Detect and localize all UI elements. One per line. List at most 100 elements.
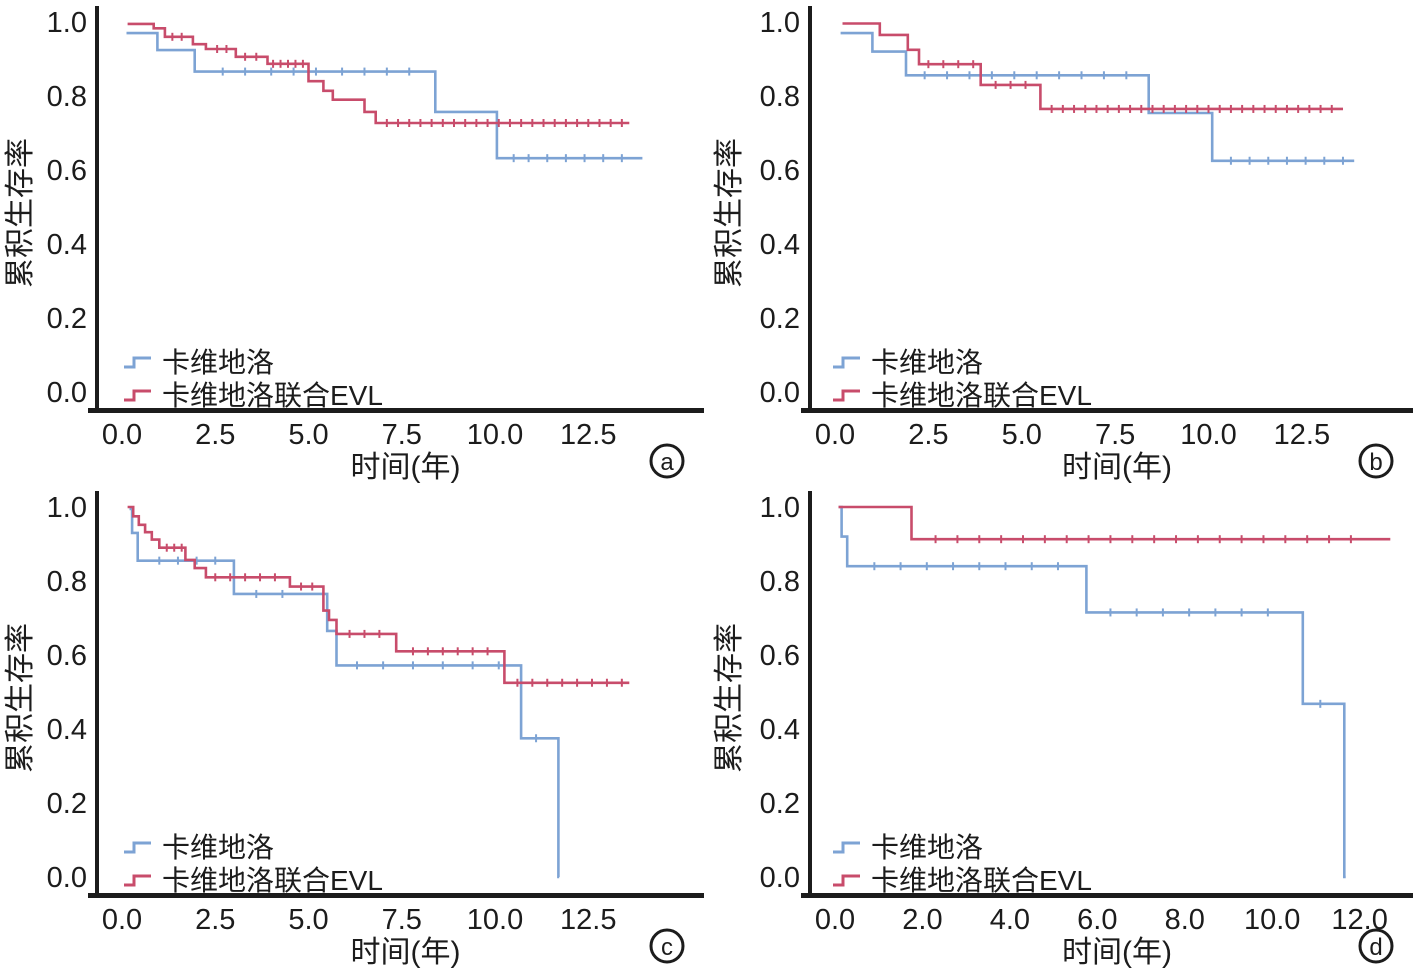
panel-label-badge: b (1358, 443, 1394, 479)
y-axis-line (95, 491, 99, 898)
y-tick-label: 0.6 (47, 640, 87, 672)
panel-svg-c: 1.0 0.8 0.6 0.4 0.2 0.0 0.0 2.5 5.0 7.5 10.0 12.5 累积… (4, 491, 704, 969)
legend-step-swatch (124, 841, 151, 854)
x-tick-label: 8.0 (1165, 904, 1205, 936)
legend-step-swatch (833, 841, 860, 854)
legend-label: 卡维地洛 (162, 832, 274, 863)
legend-label: 卡维地洛联合EVL (871, 865, 1092, 896)
legend-label: 卡维地洛联合EVL (162, 865, 383, 896)
panel-label-circle (649, 443, 685, 479)
panel-d: 1.0 0.8 0.6 0.4 0.2 0.0 0.0 2.0 4.0 6.0 8.0 10.0 12.… (709, 485, 1418, 970)
y-tick-label: 0.8 (760, 566, 800, 598)
x-axis-title: 时间(年) (351, 936, 461, 969)
curve-carvedilol-evl (838, 505, 1391, 541)
panel-label-badge: a (649, 443, 685, 479)
y-axis-line (808, 6, 812, 413)
censor-marks-carvedilol-evl (171, 32, 623, 128)
legend-step-swatch (833, 874, 860, 887)
panel-label-circle (649, 928, 685, 964)
legend-label: 卡维地洛 (162, 347, 274, 378)
legend-step-swatch (124, 389, 151, 402)
panel-label-circle (1358, 928, 1394, 964)
y-axis-line (95, 6, 99, 413)
panel-b: 1.0 0.8 0.6 0.4 0.2 0.0 0.0 2.5 5.0 7.5 10.0 12.5 累积… (709, 0, 1418, 485)
panel-label-letter: a (660, 449, 674, 476)
x-tick-label: 4.0 (990, 904, 1030, 936)
panel-label-letter: c (661, 934, 673, 961)
legend-step-swatch (124, 874, 151, 887)
x-tick-label: 0.0 (102, 904, 142, 936)
legend-label: 卡维地洛联合EVL (162, 380, 383, 411)
y-tick-label: 0.0 (760, 862, 800, 894)
panel-svg-b: 1.0 0.8 0.6 0.4 0.2 0.0 0.0 2.5 5.0 7.5 10.0 12.5 累积… (713, 6, 1413, 484)
y-tick-label: 0.0 (47, 862, 87, 894)
x-tick-label: 10.0 (1244, 904, 1300, 936)
y-axis-title: 累积生存率 (4, 623, 37, 773)
x-tick-label: 7.5 (1095, 419, 1135, 451)
y-tick-label: 0.4 (47, 229, 87, 261)
legend-step-swatch (833, 389, 860, 402)
y-tick-label: 0.2 (760, 303, 800, 335)
curve-carvedilol (126, 31, 643, 160)
censor-marks-carvedilol-evl (934, 535, 1352, 544)
panel-a: 1.0 0.8 0.6 0.4 0.2 0.0 0.0 2.5 5.0 7.5 10.0 12.5 累积… (0, 0, 709, 485)
censor-marks-carvedilol (873, 562, 1322, 708)
panel-label-letter: b (1369, 449, 1382, 476)
x-axis-title: 时间(年) (351, 451, 461, 484)
x-tick-label: 10.0 (1180, 419, 1236, 451)
x-tick-label: 12.5 (560, 419, 616, 451)
legend-label: 卡维地洛 (871, 832, 983, 863)
y-tick-label: 0.0 (760, 377, 800, 409)
x-tick-label: 12.5 (1274, 419, 1330, 451)
y-tick-label: 0.4 (760, 229, 800, 261)
x-axis-line (88, 893, 704, 898)
x-axis-line (801, 408, 1413, 413)
y-axis-title: 累积生存率 (713, 623, 746, 773)
x-tick-label: 10.0 (467, 419, 523, 451)
curve-carvedilol (129, 507, 560, 879)
curve-carvedilol (838, 505, 1346, 879)
y-tick-label: 1.0 (760, 492, 800, 524)
y-tick-label: 0.6 (47, 155, 87, 187)
curve-carvedilol (840, 31, 1355, 163)
censor-marks-carvedilol (158, 556, 538, 743)
x-tick-label: 0.0 (815, 419, 855, 451)
panel-svg-d: 1.00.80.60.40.20.00.0 2.0 4.0 6.0 8.0 10.0 12.… (713, 491, 1413, 969)
legend-step-swatch (124, 356, 151, 369)
y-tick-label: 0.2 (760, 788, 800, 820)
panel-svg-a: 1.0 0.8 0.6 0.4 0.2 0.0 0.0 2.5 5.0 7.5 10.0 12.5 累积… (4, 6, 704, 484)
panel-label-badge: d (1358, 928, 1394, 964)
x-tick-label: 5.0 (1002, 419, 1042, 451)
y-tick-label: 0.4 (47, 714, 87, 746)
x-tick-label: 5.0 (288, 419, 328, 451)
y-tick-label: 0.8 (47, 566, 87, 598)
y-tick-label: 0.2 (47, 788, 87, 820)
x-tick-label: 2.5 (195, 904, 235, 936)
y-tick-label: 1.0 (47, 492, 87, 524)
y-tick-label: 0.8 (47, 81, 87, 113)
y-tick-label: 0.8 (760, 81, 800, 113)
legend-label: 卡维地洛联合EVL (871, 380, 1092, 411)
censor-marks-carvedilol (923, 71, 1344, 165)
curve-carvedilol-evl (842, 22, 1343, 111)
x-tick-label: 7.5 (382, 419, 422, 451)
y-axis-line (808, 491, 812, 898)
y-tick-label: 1.0 (760, 7, 800, 39)
y-tick-label: 0.4 (760, 714, 800, 746)
panel-label-badge: c (649, 928, 685, 964)
censor-marks-carvedilol (221, 67, 623, 163)
panel-c: 1.0 0.8 0.6 0.4 0.2 0.0 0.0 2.5 5.0 7.5 10.0 12.5 累积… (0, 485, 709, 970)
x-tick-label: 2.5 (908, 419, 948, 451)
y-axis-title: 累积生存率 (713, 138, 746, 288)
y-axis-title: 累积生存率 (4, 138, 37, 288)
x-tick-label: 6.0 (1077, 904, 1117, 936)
censor-marks-carvedilol-evl (165, 543, 623, 687)
legend-step-swatch (833, 356, 860, 369)
x-tick-label: 10.0 (467, 904, 523, 936)
x-tick-label: 5.0 (288, 904, 328, 936)
x-tick-label: 7.5 (382, 904, 422, 936)
y-tick-label: 0.0 (47, 377, 87, 409)
